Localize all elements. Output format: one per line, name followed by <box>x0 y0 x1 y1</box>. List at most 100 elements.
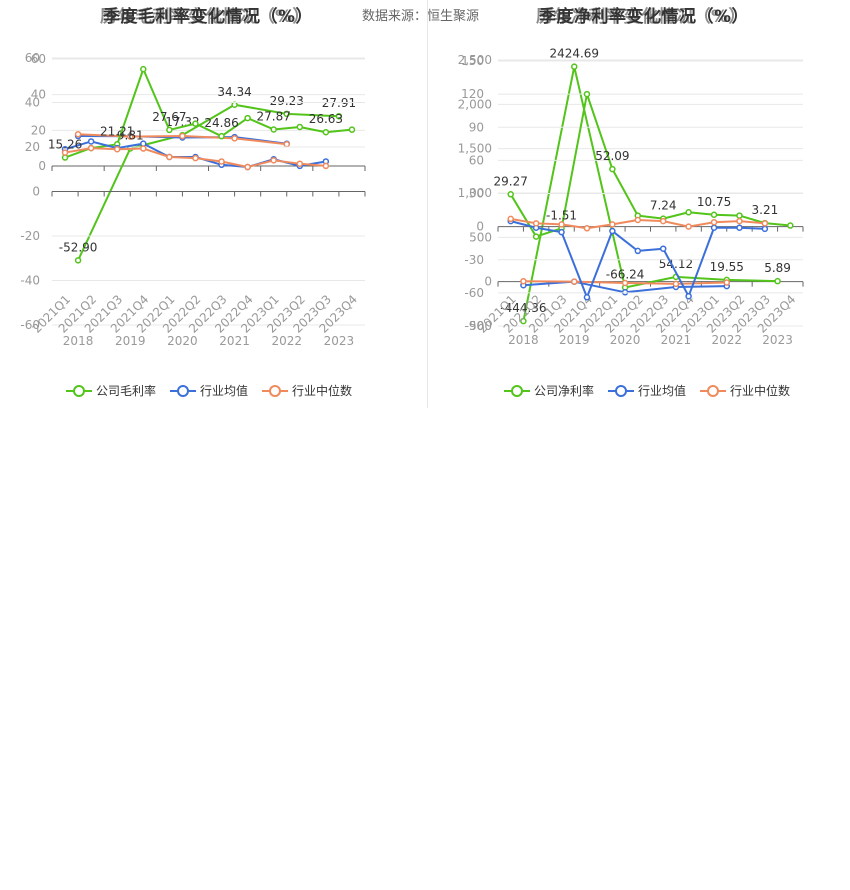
legend-industry-mean[interactable]: 行业均值 <box>608 382 686 399</box>
quarterly-gross-data-point[interactable] <box>296 160 304 167</box>
quarterly-net-data-point[interactable] <box>507 191 514 198</box>
annual-gross-xtick-label: 2019 <box>115 334 146 348</box>
annual-gross-data-point[interactable] <box>231 135 238 142</box>
quarterly-gross-data-point[interactable] <box>192 154 199 162</box>
quarterly-net-data-point[interactable] <box>558 228 565 236</box>
legend-median-label: 行业中位数 <box>292 384 353 398</box>
quarterly-gross-data-point[interactable] <box>322 162 330 170</box>
annual-gross-ytick-label: 40 <box>31 88 46 102</box>
annual-net-data-point[interactable] <box>723 279 730 286</box>
quarterly-net-data-point[interactable] <box>736 217 743 225</box>
quarterly-gross-data-point[interactable] <box>270 126 277 133</box>
quarterly-gross-layer: -60-40-2002040602021Q12021Q22021Q32021Q4… <box>20 51 366 336</box>
annual-net-ytick-label: 1,000 <box>458 186 492 200</box>
quarterly-net-data-point[interactable] <box>609 165 616 173</box>
quarterly-net-data-point[interactable] <box>532 233 540 240</box>
annual-gross-data-point[interactable] <box>335 112 343 120</box>
quarterly-net-data-point[interactable] <box>685 292 692 300</box>
quarterly-net-data-point[interactable] <box>787 222 794 229</box>
quarterly-net-data-point[interactable] <box>583 90 591 98</box>
quarterly-gross-data-point[interactable] <box>192 120 199 127</box>
quarterly-chart-title: 季度净利率变化情况（%） <box>539 7 750 27</box>
quarterly-gross-data-point[interactable] <box>87 138 95 145</box>
quarterly-net-data-label: 7.24 <box>650 199 677 213</box>
legend-industry-median[interactable]: 行业中位数 <box>262 382 352 399</box>
annual-net-data-point[interactable] <box>520 317 527 325</box>
gross-margin-chart: 0 20 40 60 2018 2019 2020 2021 2022 2023 -52.90 9.8… <box>20 51 366 348</box>
quarterly-net-layer: -90-60-3003060901201502021Q12021Q22021Q3… <box>461 54 804 336</box>
quarterly-gross-data-point[interactable] <box>113 145 121 153</box>
quarterly-net-data-point[interactable] <box>558 221 565 228</box>
quarterly-net-ytick-label: -30 <box>464 253 484 267</box>
quarterly-net-data-point[interactable] <box>761 220 769 227</box>
quarterly-net-data-label: 52.09 <box>595 149 629 163</box>
quarterly-gross-data-point[interactable] <box>61 149 69 156</box>
annual-gross-ytick-label: 0 <box>38 159 46 173</box>
quarterly-gross-data-point[interactable] <box>244 114 251 122</box>
quarterly-net-data-point[interactable] <box>736 224 743 231</box>
quarterly-gross-data-point[interactable] <box>140 145 147 152</box>
annual-net-data-point[interactable] <box>621 289 629 296</box>
annual-gross-data-point[interactable] <box>74 257 82 264</box>
quarterly-net-data-point[interactable] <box>532 220 540 227</box>
quarterly-gross-ytick-label: 20 <box>25 140 40 154</box>
legend-industry-mean[interactable]: 行业均值 <box>170 382 248 399</box>
quarterly-net-data-point[interactable] <box>583 225 591 232</box>
legend-company[interactable]: 公司净利率 <box>504 382 594 399</box>
annual-gross-data-point[interactable] <box>74 131 82 138</box>
annual-net-data-point[interactable] <box>571 63 578 70</box>
legend-company[interactable]: 公司毛利率 <box>66 382 156 399</box>
annual-gross-data-point[interactable] <box>283 140 290 148</box>
quarterly-gross-data-point[interactable] <box>87 144 95 152</box>
annual-net-data-point[interactable] <box>621 279 629 287</box>
quarterly-net-data-point[interactable] <box>609 221 616 228</box>
quarterly-gross-data-point[interactable] <box>348 126 356 133</box>
annual-gross-data-point[interactable] <box>179 132 186 140</box>
annual-net-data-point[interactable] <box>520 277 527 285</box>
legend-company-label: 公司毛利率 <box>96 384 157 398</box>
quarterly-net-data-point[interactable] <box>710 211 718 219</box>
quarterly-net-data-point[interactable] <box>710 224 718 231</box>
quarterly-net-data-point[interactable] <box>609 227 616 235</box>
quarterly-net-data-point[interactable] <box>583 294 591 301</box>
quarterly-gross-data-label: 27.87 <box>257 109 291 123</box>
quarterly-net-data-point[interactable] <box>634 247 642 255</box>
quarterly-net-data-point[interactable] <box>634 216 642 224</box>
quarterly-gross-data-point[interactable] <box>166 153 173 161</box>
net-margin-panel: 历年净利率变化情况（%） 季度净利率变化情况（%） -500 0 500 1,000 1… <box>428 0 850 410</box>
quarterly-gross-data-label: 27.67 <box>152 110 186 124</box>
annual-gross-data-point[interactable] <box>127 133 134 140</box>
quarterly-gross-data-point[interactable] <box>140 65 147 73</box>
quarterly-net-data-point[interactable] <box>507 215 514 223</box>
quarterly-gross-data-point[interactable] <box>244 163 251 171</box>
quarterly-gross-series-line <box>64 68 353 159</box>
annual-net-data-point[interactable] <box>672 280 680 288</box>
quarterly-gross-ytick-label: -40 <box>20 274 40 288</box>
quarterly-net-data-point[interactable] <box>710 218 718 226</box>
quarterly-gross-data-point[interactable] <box>218 158 225 165</box>
quarterly-gross-data-point[interactable] <box>218 132 225 140</box>
quarterly-net-data-label: 29.27 <box>494 174 528 188</box>
quarterly-net-data-point[interactable] <box>685 209 692 216</box>
legend-industry-median[interactable]: 行业中位数 <box>700 382 790 399</box>
quarterly-net-data-point[interactable] <box>659 217 667 225</box>
quarterly-gross-data-point[interactable] <box>296 123 304 131</box>
annual-net-data-point[interactable] <box>774 277 781 285</box>
annual-gross-xtick-label: 2021 <box>219 334 250 348</box>
quarterly-net-data-point[interactable] <box>761 225 769 233</box>
annual-gross-series-line <box>77 103 339 261</box>
quarterly-gross-data-point[interactable] <box>270 157 277 164</box>
quarterly-gross-data-point[interactable] <box>166 126 173 134</box>
annual-gross-data-point[interactable] <box>283 110 290 118</box>
quarterly-net-data-point[interactable] <box>659 245 667 252</box>
quarterly-gross-data-point[interactable] <box>322 128 330 136</box>
quarterly-gross-data-label: 15.26 <box>48 138 82 152</box>
quarterly-net-data-point[interactable] <box>736 212 743 219</box>
annual-gross-data-label: 34.34 <box>217 85 251 99</box>
annual-net-ytick-label: 2,500 <box>458 53 492 67</box>
annual-gross-data-point[interactable] <box>231 101 238 109</box>
quarterly-net-data-point[interactable] <box>685 223 692 230</box>
annual-gross-xtick-label: 2018 <box>63 334 94 348</box>
annual-net-data-point[interactable] <box>571 278 578 285</box>
annual-gross-data-label: 27.91 <box>322 96 356 110</box>
